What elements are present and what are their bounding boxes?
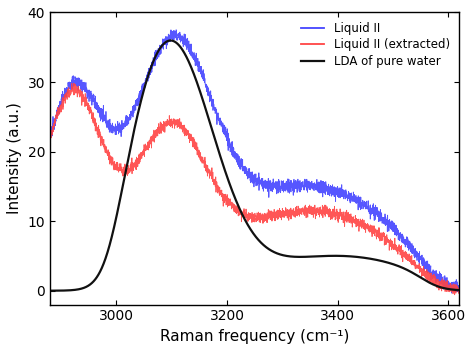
Liquid II (extracted): [452, 293, 457, 297]
LDA of pure water: [204, 112, 210, 116]
Liquid II (extracted): [204, 168, 210, 173]
Liquid II (extracted): [47, 136, 53, 140]
Liquid II: [449, 287, 455, 291]
Liquid II: [222, 132, 228, 136]
LDA of pure water: [47, 289, 53, 293]
Liquid II: [405, 241, 410, 245]
Liquid II: [94, 107, 100, 112]
Liquid II: [47, 136, 53, 140]
LDA of pure water: [222, 168, 228, 172]
Liquid II: [173, 28, 179, 32]
X-axis label: Raman frequency (cm⁻¹): Raman frequency (cm⁻¹): [160, 329, 349, 344]
LDA of pure water: [118, 193, 124, 197]
Liquid II (extracted): [118, 167, 124, 172]
Liquid II: [456, 280, 462, 284]
Line: Liquid II (extracted): Liquid II (extracted): [50, 83, 459, 295]
LDA of pure water: [94, 275, 100, 279]
Line: LDA of pure water: LDA of pure water: [50, 40, 459, 291]
Liquid II (extracted): [94, 127, 100, 132]
LDA of pure water: [456, 288, 462, 292]
Y-axis label: Intensity (a.u.): Intensity (a.u.): [7, 102, 22, 214]
Liquid II (extracted): [222, 199, 228, 203]
Liquid II (extracted): [449, 287, 455, 291]
Liquid II: [204, 84, 210, 88]
LDA of pure water: [449, 287, 455, 292]
Liquid II: [118, 129, 124, 133]
Legend: Liquid II, Liquid II (extracted), LDA of pure water: Liquid II, Liquid II (extracted), LDA of…: [297, 18, 454, 72]
LDA of pure water: [168, 38, 173, 42]
Liquid II (extracted): [456, 287, 462, 291]
Liquid II (extracted): [405, 257, 410, 261]
Liquid II: [449, 291, 455, 295]
LDA of pure water: [405, 268, 410, 272]
Liquid II (extracted): [71, 81, 77, 85]
Line: Liquid II: Liquid II: [50, 30, 459, 293]
